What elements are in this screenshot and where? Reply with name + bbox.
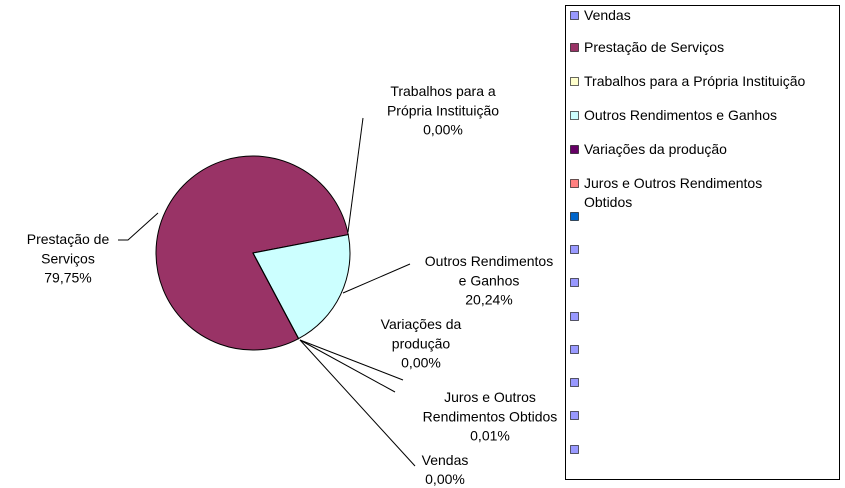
legend-label: Prestação de Serviços bbox=[584, 39, 724, 55]
legend-label: Trabalhos para a Própria Instituição bbox=[584, 73, 805, 89]
data-label-value: 0,00% bbox=[401, 355, 441, 371]
data-label-name: Variações da produção bbox=[381, 316, 462, 352]
leader-line bbox=[299, 339, 404, 381]
legend-marker bbox=[570, 43, 579, 52]
data-label-name: Trabalhos para a Própria Instituição bbox=[387, 83, 499, 119]
data-label-value: 0,00% bbox=[423, 122, 463, 138]
legend-marker bbox=[570, 212, 579, 221]
data-label-value: 0,01% bbox=[470, 428, 510, 444]
legend-marker bbox=[570, 345, 579, 354]
pie-slice bbox=[155, 155, 349, 351]
data-label-name: Vendas bbox=[422, 452, 469, 468]
legend-box bbox=[565, 5, 840, 480]
pie-slice bbox=[252, 252, 300, 340]
data-label-value: 0,00% bbox=[425, 471, 465, 487]
legend-label: Outros Rendimentos e Ganhos bbox=[584, 107, 777, 123]
legend-marker bbox=[570, 179, 579, 188]
legend-marker bbox=[570, 312, 579, 321]
leader-line bbox=[347, 117, 364, 233]
leader-line bbox=[118, 212, 159, 241]
legend-label: Vendas bbox=[584, 7, 631, 23]
data-label-name: Outros Rendimentos e Ganhos bbox=[425, 253, 553, 289]
data-label-name: Prestação de Serviços bbox=[27, 231, 110, 267]
leader-line bbox=[342, 263, 411, 294]
data-label-name: Juros e Outros Rendimentos Obtidos bbox=[423, 389, 558, 425]
legend-marker bbox=[570, 111, 579, 120]
legend-marker bbox=[570, 245, 579, 254]
legend-label: Juros e Outros Rendimentos Obtidos bbox=[584, 175, 762, 210]
legend-marker bbox=[570, 411, 579, 420]
legend-marker bbox=[570, 278, 579, 287]
data-label-value: 20,24% bbox=[465, 292, 512, 308]
legend-marker bbox=[570, 77, 579, 86]
pie-slice bbox=[252, 234, 351, 340]
data-label-value: 79,75% bbox=[44, 270, 91, 286]
legend-marker bbox=[570, 378, 579, 387]
legend-marker bbox=[570, 145, 579, 154]
legend-marker bbox=[570, 11, 579, 20]
leader-line bbox=[299, 339, 396, 393]
legend-label: Variações da produção bbox=[584, 141, 727, 157]
legend-marker bbox=[570, 445, 579, 454]
leader-line bbox=[299, 339, 416, 467]
legend: Vendas Prestação de Serviços Trabalhos par… bbox=[565, 5, 840, 480]
